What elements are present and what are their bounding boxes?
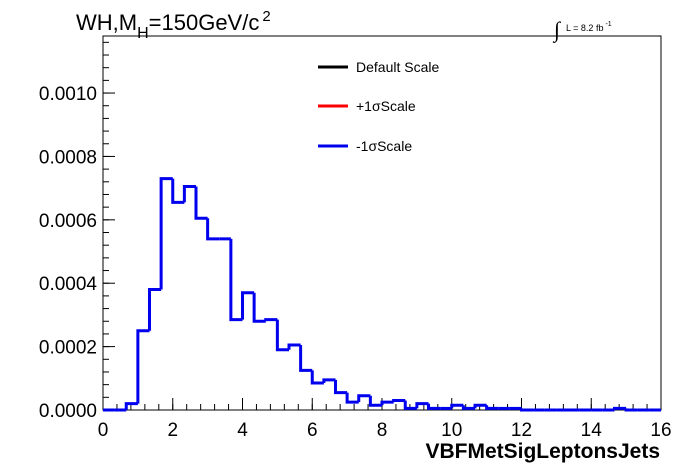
- histogram-bin: [473, 403, 487, 409]
- histogram-bin: [171, 178, 185, 204]
- plot-frame: [102, 35, 662, 411]
- histogram-bin: [403, 400, 417, 410]
- luminosity-label: L = 8.2 fb -1: [566, 21, 612, 33]
- histogram-bin: [206, 218, 220, 241]
- histogram-bin: [485, 405, 499, 410]
- x-tick-label: 16: [650, 420, 671, 441]
- x-tick-label: 14: [581, 420, 603, 441]
- histogram-bin: [252, 292, 266, 323]
- legend-label-plus: +1σScale: [356, 98, 416, 114]
- histogram-bin: [264, 318, 278, 322]
- histogram-bin: [182, 185, 196, 203]
- x-tick-label: 2: [167, 420, 178, 441]
- histogram-bin: [229, 238, 243, 322]
- series-minus-one-sigma: [103, 177, 661, 412]
- histogram-bin: [392, 398, 406, 403]
- x-tick-label: 12: [511, 420, 532, 441]
- histogram-bin: [380, 400, 394, 406]
- histogram-bin: [241, 291, 255, 320]
- histogram-bin: [345, 392, 359, 404]
- histogram-bin: [450, 403, 464, 409]
- histogram-bin: [194, 186, 208, 220]
- histogram-bin: [148, 288, 162, 331]
- histogram-bin: [520, 408, 534, 412]
- y-tick-label: 0.0002: [39, 338, 97, 359]
- legend: Default Scale +1σScale -1σScale: [318, 59, 439, 154]
- x-tick-label: 6: [307, 420, 318, 441]
- y-tick-label: 0.0008: [39, 147, 97, 168]
- legend-label-default: Default Scale: [356, 59, 439, 75]
- histogram-bin: [461, 405, 475, 410]
- histogram-bin: [322, 378, 336, 384]
- histogram-bin: [357, 394, 371, 403]
- histogram-bin: [310, 370, 324, 385]
- y-tick-label: 0.0006: [39, 211, 97, 232]
- histogram-bin: [613, 406, 627, 410]
- x-axis-label: VBFMetSigLeptonsJets: [425, 440, 660, 463]
- histogram-bin: [136, 329, 150, 404]
- y-tick-label: 0.0000: [39, 401, 97, 422]
- histogram-bin: [299, 345, 313, 372]
- chart-title: WH,MH=150GeV/c 2: [76, 8, 271, 42]
- histogram-bin: [124, 402, 138, 410]
- y-tick-label: 0.0004: [39, 274, 98, 295]
- y-tick-label: 0.0010: [39, 84, 97, 105]
- legend-entry-minus: -1σScale: [318, 138, 412, 154]
- series-layer: [103, 177, 661, 412]
- x-tick-label: 10: [441, 420, 462, 441]
- histogram-bin: [368, 395, 382, 407]
- histogram-bin: [275, 319, 289, 352]
- histogram-bin: [159, 177, 173, 290]
- legend-entry-default: Default Scale: [318, 59, 439, 75]
- histogram-bin: [334, 379, 348, 395]
- legend-entry-plus: +1σScale: [318, 98, 416, 114]
- histogram-bin: [287, 343, 301, 350]
- legend-label-minus: -1σScale: [356, 138, 412, 154]
- y-axis: 0.0000 0.0002 0.0004 0.0006 0.0008 0.0010: [39, 41, 115, 422]
- integral-symbol: ∫: [552, 17, 562, 43]
- histogram-bin: [624, 408, 638, 412]
- histogram-bin: [427, 403, 441, 410]
- x-tick-label: 4: [237, 420, 248, 441]
- x-tick-label: 0: [98, 420, 109, 441]
- x-axis: 0 2 4 6 8 10 12 14 16: [98, 398, 672, 441]
- x-tick-label: 8: [377, 420, 388, 441]
- histogram-bin: [415, 402, 429, 409]
